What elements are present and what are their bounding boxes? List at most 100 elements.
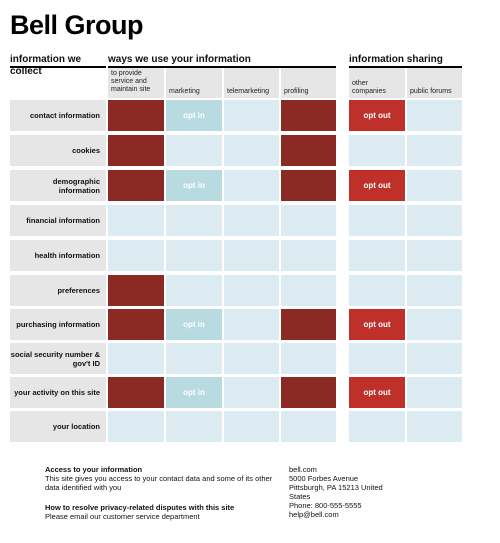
grid-cell	[281, 240, 336, 271]
grid-cell: opt in	[166, 100, 222, 131]
grid-cell	[166, 411, 222, 442]
row-label: purchasing information	[10, 309, 106, 340]
column-header: other companies	[349, 68, 405, 98]
grid-cell	[349, 411, 405, 442]
row-label-text: contact information	[29, 111, 100, 120]
section-heading-sharing: information sharing	[349, 54, 443, 65]
grid-cell	[166, 343, 222, 374]
grid-cell	[349, 135, 405, 166]
row-label-text: demographic information	[52, 176, 100, 195]
grid-cell	[407, 100, 462, 131]
row-label-text: social security number & gov't ID	[10, 349, 100, 368]
row-label-text: purchasing information	[16, 320, 100, 329]
grid-cell	[166, 135, 222, 166]
grid-cell	[281, 135, 336, 166]
row-label: preferences	[10, 275, 106, 306]
grid-cell	[224, 377, 279, 408]
grid-cell	[349, 205, 405, 236]
row-label: financial information	[10, 205, 106, 236]
grid-cell	[407, 411, 462, 442]
grid-cell	[224, 135, 279, 166]
footer-access-title: Access to your information	[45, 465, 143, 474]
grid-cell	[407, 135, 462, 166]
footer-disputes: How to resolve privacy-related disputes …	[45, 503, 280, 521]
grid-cell	[166, 205, 222, 236]
footer-access: Access to your information This site giv…	[45, 465, 280, 492]
grid-cell: opt in	[166, 309, 222, 340]
opt-out-label: opt out	[363, 181, 391, 190]
grid-cell	[281, 377, 336, 408]
grid-cell	[407, 343, 462, 374]
grid-cell	[224, 100, 279, 131]
contact-city: Pittsburgh, PA 15213 United States	[289, 483, 383, 501]
grid-cell	[108, 100, 164, 131]
opt-in-label: opt in	[183, 388, 205, 397]
grid-cell	[224, 275, 279, 306]
grid-cell	[349, 343, 405, 374]
divider-collect	[10, 66, 106, 68]
row-label-text: your activity on this site	[14, 388, 100, 397]
grid-cell	[281, 275, 336, 306]
footer-disputes-text: Please email our customer service depart…	[45, 512, 200, 521]
column-header: profiling	[281, 68, 336, 98]
grid-cell	[407, 205, 462, 236]
grid-cell	[224, 343, 279, 374]
contact-email[interactable]: help@bell.com	[289, 510, 339, 519]
grid-cell	[108, 240, 164, 271]
column-header: marketing	[166, 68, 222, 98]
row-label: your activity on this site	[10, 377, 106, 408]
grid-cell	[281, 205, 336, 236]
grid-cell: opt in	[166, 170, 222, 201]
grid-cell	[166, 275, 222, 306]
grid-cell	[349, 275, 405, 306]
divider-ways	[108, 66, 336, 68]
grid-cell	[281, 411, 336, 442]
row-label-text: health information	[34, 251, 100, 260]
grid-cell	[108, 377, 164, 408]
opt-in-label: opt in	[183, 111, 205, 120]
contact-street: 5000 Forbes Avenue	[289, 474, 359, 483]
row-label: contact information	[10, 100, 106, 131]
grid-cell	[108, 205, 164, 236]
grid-cell	[281, 170, 336, 201]
row-label: health information	[10, 240, 106, 271]
row-label: demographic information	[10, 170, 106, 201]
footer-access-text: This site gives you access to your conta…	[45, 474, 273, 492]
grid-cell	[281, 309, 336, 340]
grid-cell	[108, 343, 164, 374]
grid-cell	[108, 411, 164, 442]
row-label: social security number & gov't ID	[10, 343, 106, 374]
row-label: cookies	[10, 135, 106, 166]
grid-cell	[108, 309, 164, 340]
column-header: telemarketing	[224, 68, 279, 98]
grid-cell	[224, 205, 279, 236]
column-header: to provide service and maintain site	[108, 68, 164, 98]
row-label: your location	[10, 411, 106, 442]
page-title: Bell Group	[10, 10, 144, 40]
grid-cell	[407, 240, 462, 271]
row-label-text: preferences	[57, 286, 100, 295]
footer-contact: bell.com 5000 Forbes Avenue Pittsburgh, …	[289, 465, 399, 519]
row-label-text: cookies	[72, 146, 100, 155]
grid-cell	[281, 100, 336, 131]
grid-cell	[108, 135, 164, 166]
grid-cell	[407, 275, 462, 306]
grid-cell	[108, 275, 164, 306]
grid-cell: opt out	[349, 100, 405, 131]
grid-cell	[224, 411, 279, 442]
grid-cell: opt out	[349, 170, 405, 201]
grid-cell	[224, 240, 279, 271]
grid-cell	[407, 377, 462, 408]
divider-sharing	[349, 66, 462, 68]
opt-in-label: opt in	[183, 181, 205, 190]
grid-cell	[407, 309, 462, 340]
column-header: public forums	[407, 68, 462, 98]
opt-out-label: opt out	[363, 388, 391, 397]
grid-cell	[407, 170, 462, 201]
footer-disputes-title: How to resolve privacy-related disputes …	[45, 503, 235, 512]
section-heading-ways: ways we use your information	[108, 54, 251, 65]
row-label-text: your location	[52, 422, 100, 431]
section-heading-collect: information we collect	[10, 54, 82, 77]
contact-site: bell.com	[289, 465, 317, 474]
grid-cell: opt out	[349, 309, 405, 340]
